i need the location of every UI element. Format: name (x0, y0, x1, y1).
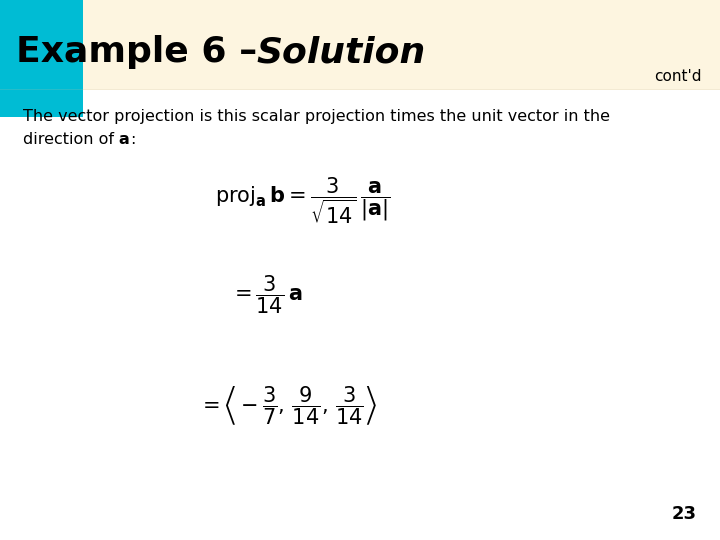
Text: The vector projection is this scalar projection times the unit vector in the: The vector projection is this scalar pro… (23, 109, 610, 124)
Text: $\mathrm{proj}_{\mathbf{a}}\, \mathbf{b} = \dfrac{3}{\sqrt{14}}\,\dfrac{\mathbf{: $\mathrm{proj}_{\mathbf{a}}\, \mathbf{b}… (215, 175, 390, 226)
Text: :: : (130, 132, 135, 146)
FancyBboxPatch shape (0, 0, 720, 90)
Text: $= \left\langle -\dfrac{3}{7},\, \dfrac{9}{14},\, \dfrac{3}{14} \right\rangle$: $= \left\langle -\dfrac{3}{7},\, \dfrac{… (199, 383, 377, 427)
Text: Solution: Solution (256, 35, 426, 69)
FancyBboxPatch shape (0, 0, 83, 117)
Text: $= \dfrac{3}{14}\,\mathbf{a}$: $= \dfrac{3}{14}\,\mathbf{a}$ (230, 274, 302, 316)
Text: 23: 23 (672, 505, 697, 523)
Text: cont'd: cont'd (654, 69, 702, 84)
Text: Example 6 –: Example 6 – (16, 35, 270, 69)
Text: direction of: direction of (23, 132, 120, 146)
Text: a: a (119, 132, 130, 146)
